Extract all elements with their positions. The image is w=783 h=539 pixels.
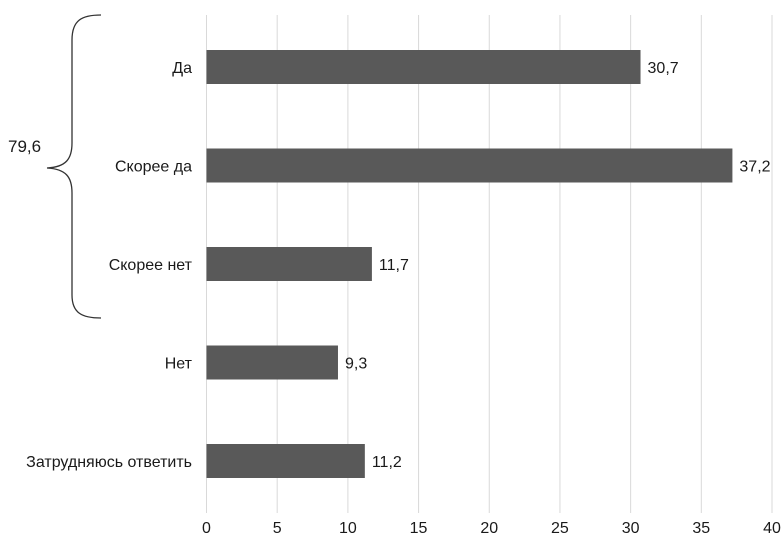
bars — [206, 50, 733, 478]
data-label: 11,7 — [379, 257, 409, 274]
x-tick-label: 5 — [273, 520, 282, 537]
data-label: 9,3 — [345, 356, 367, 373]
bar — [206, 148, 733, 183]
x-tick-label: 35 — [692, 520, 710, 537]
brace-label: 79,6 — [8, 137, 41, 156]
brace-annotation: 79,6 — [8, 14, 102, 319]
data-label: 30,7 — [648, 60, 679, 77]
labels: Да 30,7 Скорее да 37,2 Скорее нет 11,7 Нет 9,3 З… — [26, 60, 771, 471]
x-axis-ticks: 0 5 10 15 20 25 30 35 40 — [202, 520, 781, 537]
bar — [206, 444, 365, 478]
x-tick-label: 20 — [480, 520, 498, 537]
data-label: 11,2 — [372, 454, 402, 471]
x-tick-label: 30 — [622, 520, 640, 537]
bar — [206, 247, 372, 281]
x-tick-label: 15 — [410, 520, 428, 537]
data-label: 37,2 — [739, 159, 770, 176]
category-label: Затрудняюсь ответить — [26, 454, 192, 471]
x-tick-label: 10 — [339, 520, 357, 537]
category-label: Да — [172, 60, 192, 77]
category-label: Нет — [165, 356, 193, 373]
bar — [206, 50, 641, 84]
bar — [206, 345, 338, 380]
x-tick-label: 25 — [551, 520, 569, 537]
gridlines — [206, 15, 773, 513]
category-label: Скорее нет — [109, 257, 193, 274]
x-tick-label: 40 — [763, 520, 781, 537]
category-label: Скорее да — [115, 159, 192, 176]
x-tick-label: 0 — [202, 520, 211, 537]
brace-bracket — [46, 14, 102, 319]
